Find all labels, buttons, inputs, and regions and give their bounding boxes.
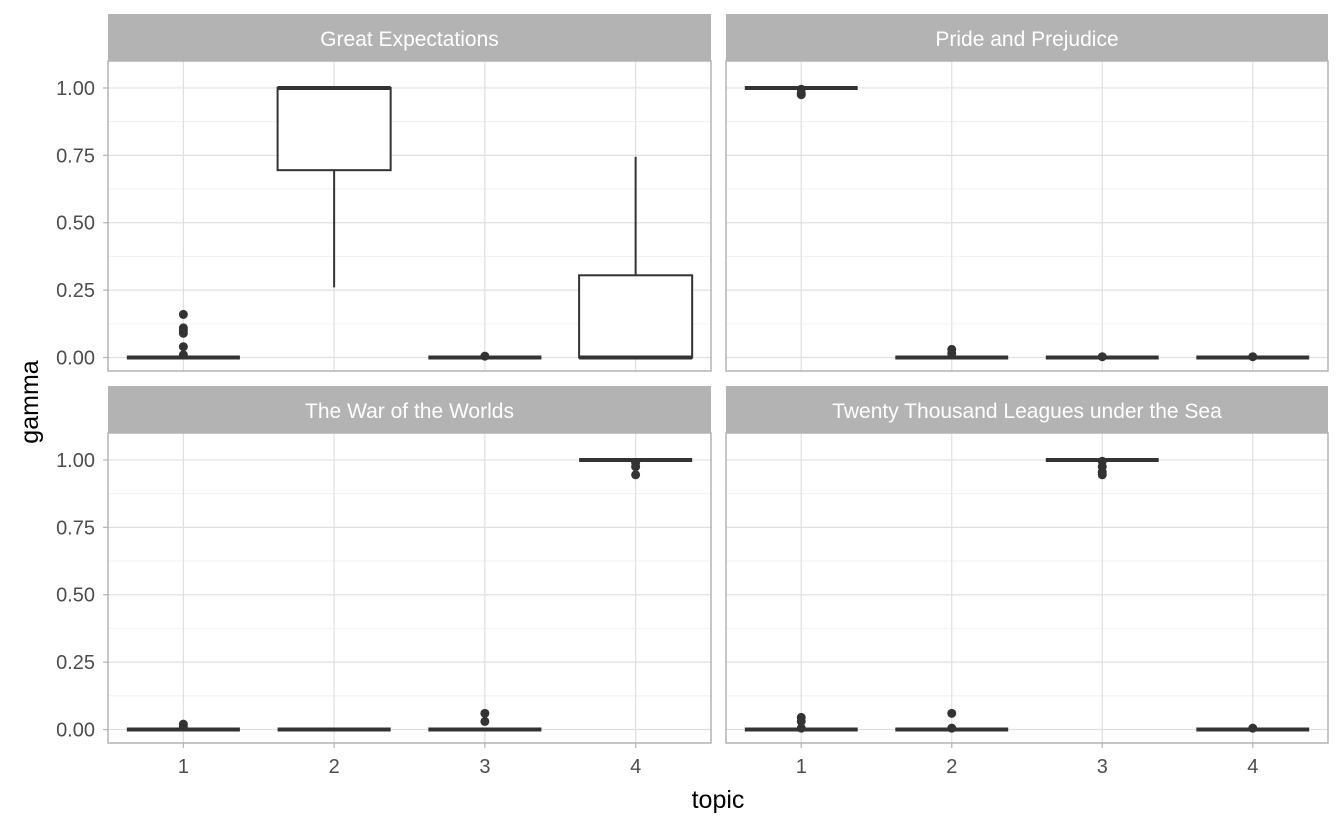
y-tick-label: 1.00 [56, 78, 95, 100]
facet-panel-3: The War of the Worlds 0.00 0.25 0.50 0.75 1.0… [56, 386, 712, 778]
x-tick-label: 3 [1097, 756, 1108, 778]
outlier-point [947, 708, 957, 718]
facet-strip [726, 386, 1328, 433]
outlier-point [631, 462, 641, 472]
outlier-point [631, 470, 641, 480]
y-tick-label: 0.00 [56, 720, 95, 742]
box-topic-1 [126, 309, 240, 360]
box-topic-2 [895, 708, 1009, 733]
box-body [276, 86, 392, 172]
facet-strip-label: Pride and Prejudice [935, 28, 1118, 51]
panel-border [725, 60, 1329, 372]
box-topic-1 [126, 719, 240, 732]
outlier-point [480, 351, 490, 361]
facet-strip-label: Twenty Thousand Leagues under the Sea [832, 400, 1222, 423]
facet-strip-label: Great Expectations [320, 28, 499, 51]
panel-border [107, 60, 712, 372]
facet-strip [726, 14, 1328, 61]
outlier-point [947, 348, 957, 358]
y-tick-label: 1.00 [56, 450, 95, 472]
outlier-point [1248, 723, 1258, 733]
x-axis-title: topic [692, 786, 745, 814]
x-tick-label: 2 [946, 756, 957, 778]
box-topic-3 [1045, 456, 1159, 480]
outlier-point [480, 716, 490, 726]
facet-strip [108, 386, 711, 433]
box-topic-1 [744, 712, 858, 733]
y-tick-label: 0.50 [56, 213, 95, 235]
panel-border [725, 432, 1329, 744]
x-tick-label: 4 [1247, 756, 1258, 778]
box-body [578, 274, 694, 359]
x-tick-label: 1 [796, 756, 807, 778]
x-tick-label: 2 [329, 756, 340, 778]
outlier-point [178, 722, 188, 732]
facet-strip [108, 14, 711, 61]
box-topic-3 [428, 708, 542, 732]
facet-panel-2: Pride and Prejudice [725, 14, 1329, 372]
outlier-point [1097, 352, 1107, 362]
outlier-point [178, 309, 188, 319]
outlier-point [178, 328, 188, 338]
facet-panel-1: Great Expectations 0.00 0.25 0.50 0.75 1.00 [56, 14, 712, 372]
box-topic-4 [1196, 723, 1310, 733]
box-topic-4 [1196, 352, 1310, 362]
x-tick-label: 4 [630, 756, 641, 778]
y-tick-label: 0.00 [56, 348, 95, 370]
x-tick-label: 3 [479, 756, 490, 778]
y-tick-label: 0.25 [56, 280, 95, 302]
y-tick-label: 0.50 [56, 585, 95, 607]
y-tick-label: 0.75 [56, 145, 95, 167]
box-topic-3 [1045, 352, 1159, 362]
box-topic-2 [276, 85, 392, 288]
facet-strip-label: The War of the Worlds [305, 400, 514, 423]
box-topic-4 [578, 156, 694, 360]
outlier-point [1097, 470, 1107, 480]
y-tick-label: 0.25 [56, 652, 95, 674]
facet-panel-4: Twenty Thousand Leagues under the Sea 1 2 3… [725, 386, 1329, 778]
outlier-point [947, 723, 957, 733]
box-topic-2 [895, 344, 1009, 360]
outlier-point [178, 350, 188, 360]
outlier-point [796, 716, 806, 726]
outlier-point [796, 90, 806, 100]
x-tick-label: 1 [178, 756, 189, 778]
panel-border [107, 432, 712, 744]
box-topic-3 [428, 351, 542, 361]
box-topic-1 [744, 84, 858, 100]
y-axis-title: gamma [16, 360, 44, 443]
outlier-point [796, 723, 806, 733]
outlier-point [178, 342, 188, 352]
outlier-point [1248, 352, 1258, 362]
box-topic-4 [579, 457, 693, 480]
outlier-point [480, 708, 490, 718]
y-tick-label: 0.75 [56, 517, 95, 539]
